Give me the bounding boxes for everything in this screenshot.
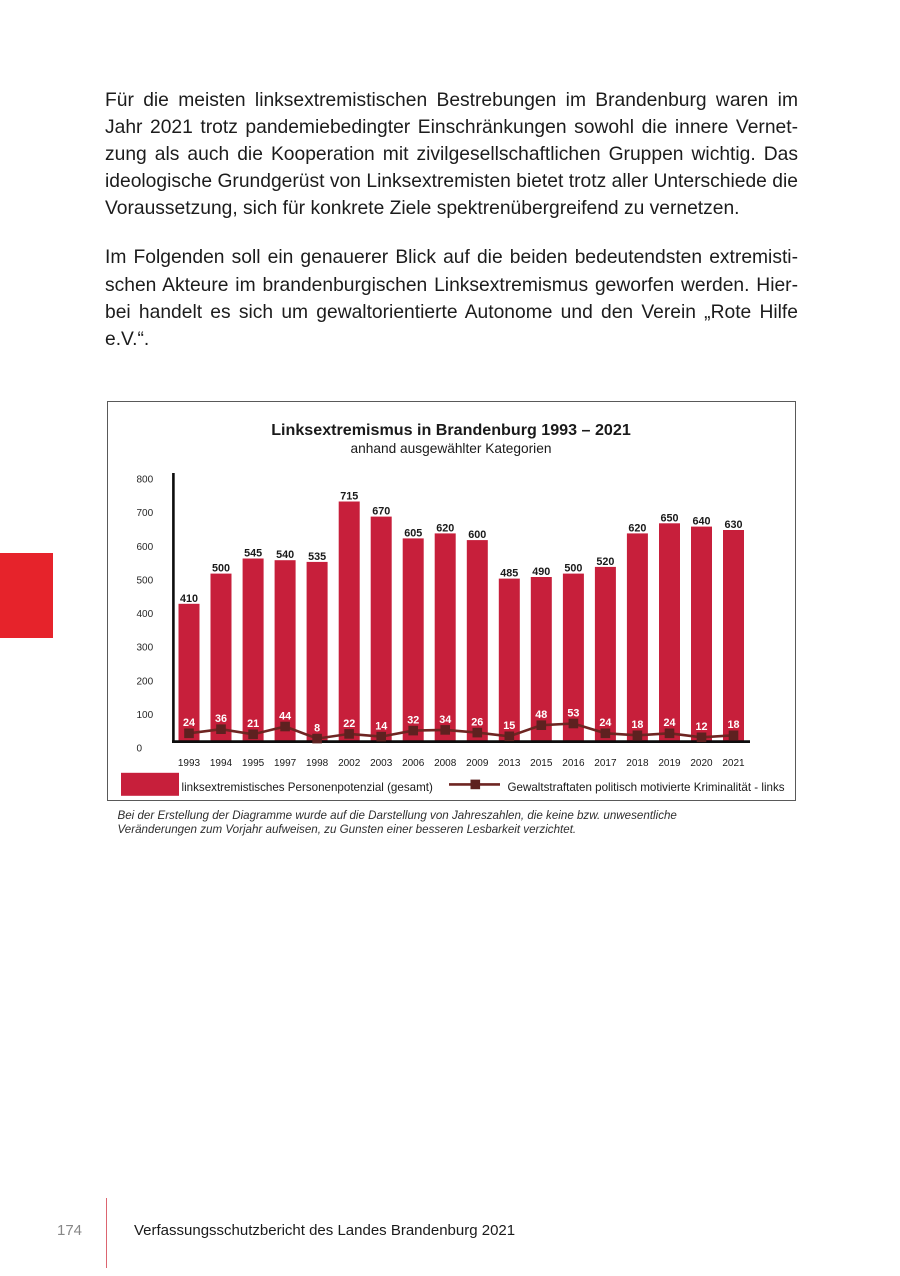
svg-text:2009: 2009 [466, 758, 489, 769]
svg-text:500: 500 [212, 563, 230, 575]
svg-text:640: 640 [692, 516, 710, 528]
svg-text:48: 48 [535, 709, 547, 721]
svg-text:100: 100 [137, 710, 154, 721]
svg-text:600: 600 [468, 529, 486, 541]
svg-text:53: 53 [567, 707, 579, 719]
svg-text:1998: 1998 [306, 758, 329, 769]
svg-text:490: 490 [532, 566, 550, 578]
svg-text:2006: 2006 [402, 758, 425, 769]
svg-text:650: 650 [660, 512, 678, 524]
svg-text:24: 24 [663, 717, 675, 729]
svg-text:2015: 2015 [530, 758, 553, 769]
svg-text:520: 520 [596, 556, 614, 568]
svg-text:0: 0 [137, 744, 143, 755]
svg-text:2019: 2019 [658, 758, 681, 769]
svg-text:1994: 1994 [210, 758, 233, 769]
svg-text:1995: 1995 [242, 758, 265, 769]
svg-text:545: 545 [244, 548, 262, 560]
svg-text:8: 8 [314, 723, 320, 735]
svg-text:Linksextremismus in Brandenbur: Linksextremismus in Brandenburg 1993 – 2… [271, 421, 631, 439]
svg-text:2020: 2020 [690, 758, 713, 769]
svg-text:36: 36 [215, 713, 227, 725]
svg-text:26: 26 [471, 717, 483, 729]
svg-text:200: 200 [137, 676, 154, 687]
svg-text:2013: 2013 [498, 758, 521, 769]
svg-text:1997: 1997 [274, 758, 297, 769]
svg-text:700: 700 [137, 508, 154, 519]
svg-text:2008: 2008 [434, 758, 457, 769]
svg-text:2021: 2021 [722, 758, 745, 769]
svg-text:2002: 2002 [338, 758, 361, 769]
svg-text:15: 15 [503, 720, 515, 732]
svg-text:605: 605 [404, 527, 422, 539]
svg-text:24: 24 [599, 717, 611, 729]
svg-text:22: 22 [343, 718, 355, 730]
svg-text:44: 44 [279, 710, 291, 722]
svg-text:620: 620 [436, 522, 454, 534]
svg-text:600: 600 [137, 542, 154, 553]
svg-text:2017: 2017 [594, 758, 617, 769]
svg-text:18: 18 [631, 719, 643, 731]
svg-text:32: 32 [407, 715, 419, 727]
svg-text:1993: 1993 [178, 758, 201, 769]
svg-text:linksextremistisches Personenp: linksextremistisches Personenpotenzial (… [182, 781, 433, 794]
svg-text:670: 670 [372, 506, 390, 518]
svg-text:2003: 2003 [370, 758, 393, 769]
svg-text:14: 14 [375, 721, 387, 733]
svg-text:24: 24 [183, 717, 195, 729]
svg-text:410: 410 [180, 593, 198, 605]
svg-text:535: 535 [308, 551, 326, 563]
svg-text:485: 485 [500, 568, 518, 580]
svg-text:34: 34 [439, 714, 451, 726]
svg-text:18: 18 [727, 719, 739, 731]
svg-text:2016: 2016 [562, 758, 585, 769]
svg-text:540: 540 [276, 549, 294, 561]
svg-text:300: 300 [137, 643, 154, 654]
svg-text:715: 715 [340, 491, 358, 503]
svg-text:21: 21 [247, 718, 259, 730]
svg-text:500: 500 [564, 563, 582, 575]
svg-text:800: 800 [137, 475, 154, 486]
svg-text:500: 500 [137, 575, 154, 586]
svg-text:400: 400 [137, 609, 154, 620]
svg-text:anhand ausgewählter Kategorien: anhand ausgewählter Kategorien [351, 441, 552, 456]
svg-text:2018: 2018 [626, 758, 649, 769]
svg-text:12: 12 [695, 721, 707, 733]
svg-text:Gewaltstraftaten politisch mot: Gewaltstraftaten politisch motivierte Kr… [508, 781, 785, 794]
svg-text:630: 630 [724, 519, 742, 531]
svg-text:620: 620 [628, 522, 646, 534]
